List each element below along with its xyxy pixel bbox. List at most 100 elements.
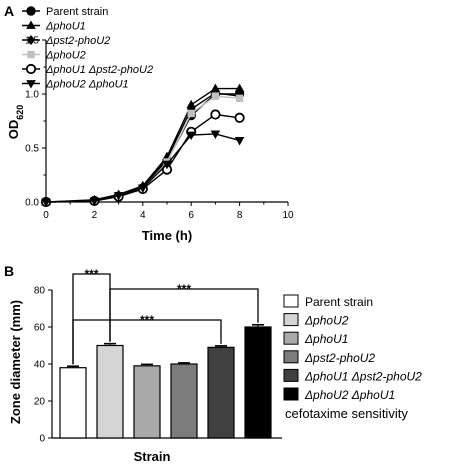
legend-entry-6: ΔphoU2 ΔphoU1 bbox=[22, 79, 129, 91]
bar-group-4 bbox=[170, 362, 198, 439]
bar bbox=[96, 344, 124, 439]
legend-label: ΔphoU2 ΔphoU1 bbox=[304, 388, 395, 402]
series-line bbox=[45, 133, 240, 203]
panel-b-y-tick-label: 20 bbox=[34, 397, 46, 408]
bar-group-3 bbox=[133, 363, 161, 439]
data-point bbox=[211, 92, 220, 100]
legend-entry-3: ΔphoU1 bbox=[283, 331, 348, 346]
bar-group-1 bbox=[59, 365, 87, 439]
data-point bbox=[210, 109, 221, 120]
legend-swatch bbox=[283, 368, 299, 382]
bar bbox=[133, 365, 161, 439]
legend-label: Δpst2-phoU2 bbox=[45, 35, 110, 47]
significance-label: *** bbox=[84, 267, 98, 281]
significance-label: *** bbox=[140, 313, 154, 327]
data-point bbox=[186, 131, 196, 141]
bar-group-2 bbox=[96, 342, 124, 439]
legend-entry-4: Δpst2-phoU2 bbox=[283, 350, 375, 365]
panel-b-y-axis-title: Zone diameter (mm) bbox=[8, 300, 23, 424]
panel-a-label: A bbox=[4, 3, 14, 19]
data-point bbox=[138, 184, 148, 193]
legend-marker bbox=[26, 20, 36, 29]
bar bbox=[244, 326, 272, 439]
legend-entry-4: ΔphoU2 bbox=[22, 50, 86, 62]
panel-a-x-tick-label: 4 bbox=[140, 210, 146, 221]
legend-entry-5: ΔphoU1 Δpst2-phoU2 bbox=[283, 368, 422, 383]
panel-a-y-tick-label: 0.5 bbox=[25, 144, 39, 155]
panel-a-x-tick-label: 0 bbox=[43, 210, 49, 221]
panel-a-series bbox=[40, 83, 245, 208]
data-point bbox=[234, 137, 245, 146]
data-point bbox=[210, 83, 221, 92]
bracket-line bbox=[72, 319, 222, 365]
data-point bbox=[235, 94, 244, 103]
panel-b-x-axis-title: Strain bbox=[134, 449, 171, 464]
data-point bbox=[210, 130, 221, 139]
panel-a-y-tick-label: 1.0 bbox=[25, 90, 39, 101]
panel-b-legend: Parent strain ΔphoU2 ΔphoU1 Δpst2-phoU2 Δpho… bbox=[283, 294, 422, 402]
bar bbox=[170, 363, 198, 439]
legend-entry-3: Δpst2-phoU2 bbox=[22, 35, 110, 47]
data-point bbox=[186, 99, 196, 109]
legend-entry-2: ΔphoU2 bbox=[283, 313, 349, 328]
legend-swatch bbox=[283, 331, 299, 345]
legend-marker bbox=[26, 80, 36, 89]
panel-a-legend: Parent strain ΔphoU1 Δpst2-phoU2 ΔphoU2 Δpho… bbox=[22, 6, 153, 91]
bar bbox=[59, 367, 87, 439]
panel-b-label: B bbox=[4, 263, 14, 279]
legend-entry-5: ΔphoU1 Δpst2-phoU2 bbox=[22, 63, 153, 76]
panel-b-annotation: cefotaxime sensitivity bbox=[285, 406, 408, 421]
legend-entry-2: ΔphoU1 bbox=[22, 20, 86, 33]
bar-group-6 bbox=[244, 323, 272, 439]
panel-b-bars bbox=[59, 323, 272, 439]
legend-swatch bbox=[283, 387, 299, 401]
data-point bbox=[162, 160, 172, 170]
data-point bbox=[113, 192, 124, 201]
legend-entry-1: Parent strain bbox=[22, 6, 108, 18]
panel-a-x-tick-label: 6 bbox=[188, 210, 194, 221]
legend-swatch bbox=[283, 350, 299, 364]
data-point bbox=[234, 112, 245, 123]
legend-entry-6: ΔphoU2 ΔphoU1 bbox=[283, 387, 395, 402]
panel-a-x-tick-label: 8 bbox=[237, 210, 243, 221]
bar-group-5 bbox=[207, 345, 235, 439]
data-point bbox=[234, 83, 245, 92]
legend-label: Parent strain bbox=[305, 295, 373, 309]
panel-b-y-tick-label: 40 bbox=[34, 360, 46, 371]
panel-a-y-axis-title: OD620 bbox=[6, 105, 25, 140]
panel-b-y-tick-label: 60 bbox=[34, 323, 46, 334]
legend-swatch bbox=[283, 294, 299, 308]
panel-a-y-tick-label: 0.0 bbox=[25, 198, 39, 209]
bracket-line bbox=[109, 288, 259, 342]
significance-label: *** bbox=[177, 282, 191, 296]
legend-marker bbox=[25, 63, 37, 75]
legend-label: ΔphoU1 Δpst2-phoU2 bbox=[304, 369, 422, 383]
series-6 bbox=[41, 130, 245, 207]
panel-b-axes: 0 20 40 60 80 bbox=[34, 286, 282, 445]
data-point bbox=[41, 198, 51, 207]
significance-bracket-3: *** bbox=[72, 313, 222, 365]
data-point bbox=[187, 109, 195, 118]
panel-a-x-tick-label: 10 bbox=[282, 210, 294, 221]
legend-entry-1: Parent strain bbox=[283, 294, 373, 309]
legend-label: ΔphoU2 ΔphoU1 bbox=[45, 79, 129, 91]
legend-label: Parent strain bbox=[46, 6, 108, 18]
bar bbox=[207, 346, 235, 439]
legend-label: ΔphoU1 bbox=[45, 21, 86, 33]
significance-bracket-2: *** bbox=[109, 282, 259, 342]
panel-b-bar-chart: B 0 20 40 60 80 *** *** *** Parent strain ΔphoU… bbox=[4, 263, 422, 464]
panel-b-significance: *** *** *** bbox=[72, 267, 259, 365]
legend-label: ΔphoU1 bbox=[304, 332, 348, 346]
data-point bbox=[89, 197, 100, 206]
panel-b-y-tick-label: 80 bbox=[34, 286, 46, 297]
legend-marker bbox=[27, 50, 35, 59]
panel-a-x-axis-title: Time (h) bbox=[142, 228, 192, 243]
panel-a-x-tick-label: 2 bbox=[92, 210, 98, 221]
legend-label: ΔphoU2 bbox=[304, 314, 349, 328]
legend-label: ΔphoU2 bbox=[45, 50, 86, 62]
legend-marker bbox=[26, 6, 36, 16]
legend-label: Δpst2-phoU2 bbox=[304, 351, 375, 365]
